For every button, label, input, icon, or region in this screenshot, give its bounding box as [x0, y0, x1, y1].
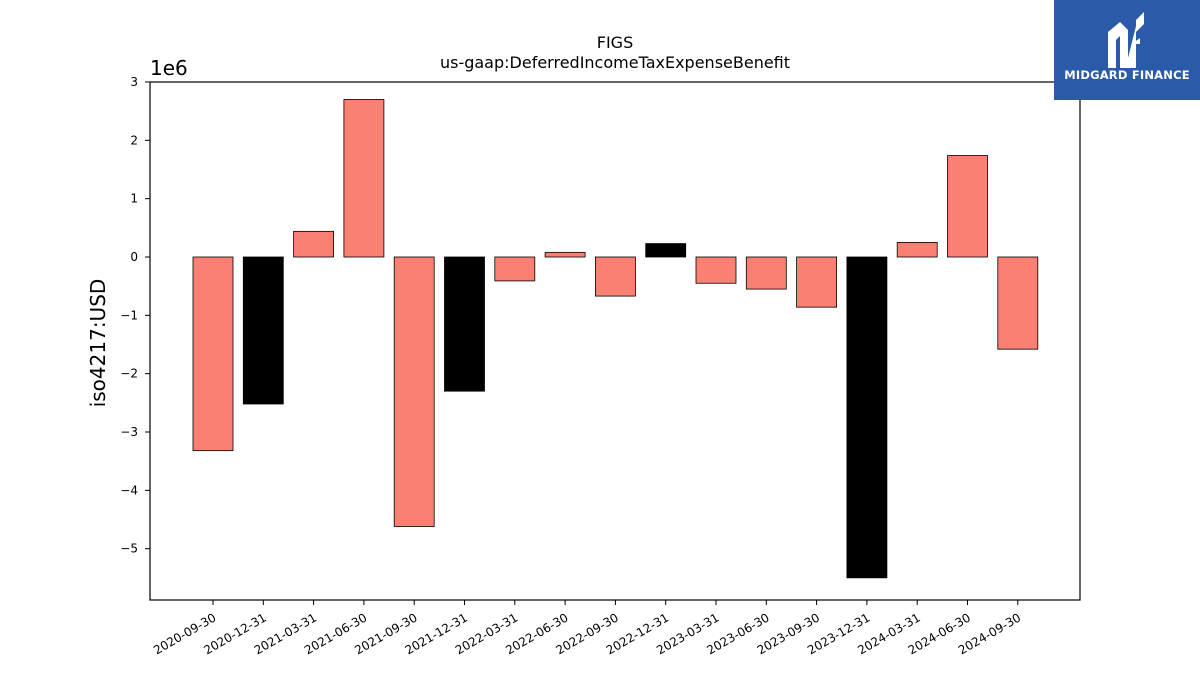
- bar-2024-06-30: [947, 155, 988, 258]
- logo-text: MIDGARD FINANCE: [1064, 68, 1190, 82]
- bar-2022-12-31: [645, 243, 687, 258]
- bar-2022-06-30: [544, 251, 586, 258]
- y-axis-label: iso4217:USD: [86, 279, 110, 408]
- y-tick-label: 1: [130, 192, 138, 206]
- y-tick-label: 0: [130, 250, 138, 264]
- bar-2021-12-31: [444, 256, 485, 392]
- bar-2023-06-30: [745, 256, 787, 290]
- y-tick-label: 2: [130, 133, 138, 147]
- bar-2020-12-31: [242, 256, 284, 405]
- bar-2023-12-31: [846, 256, 888, 579]
- y-offset-label: 1e6: [150, 56, 188, 80]
- plot-frame: [149, 81, 1081, 601]
- bar-2021-09-30: [393, 256, 435, 527]
- y-tick-label: −3: [120, 425, 138, 439]
- bar-2023-03-31: [695, 256, 737, 284]
- bar-2023-09-30: [796, 256, 837, 308]
- bar-2024-09-30: [997, 256, 1039, 350]
- bar-2021-03-31: [293, 230, 335, 258]
- chart-title: FIGS: [597, 33, 633, 52]
- y-tick-label: 3: [130, 75, 138, 89]
- bar-2021-06-30: [343, 99, 385, 258]
- y-tick-label: −2: [120, 367, 138, 381]
- chart-subtitle: us-gaap:DeferredIncomeTaxExpenseBenefit: [440, 53, 790, 72]
- logo-mark-icon: [1108, 12, 1144, 68]
- y-tick-label: −5: [120, 542, 138, 556]
- bar-2022-03-31: [494, 256, 536, 282]
- y-tick-label: −1: [120, 308, 138, 322]
- bars-group: [192, 99, 1039, 579]
- bar-2024-03-31: [896, 242, 938, 258]
- bar-2022-09-30: [595, 256, 636, 297]
- bar-2020-09-30: [192, 256, 234, 452]
- x-axis: 2020-09-302020-12-312021-03-312021-06-30…: [151, 600, 1023, 657]
- y-axis: 3 2 1 0 −1 −2 −3 −4 −5: [120, 75, 150, 556]
- midgard-finance-logo: MIDGARD FINANCE: [1054, 0, 1200, 100]
- y-tick-label: −4: [120, 483, 138, 497]
